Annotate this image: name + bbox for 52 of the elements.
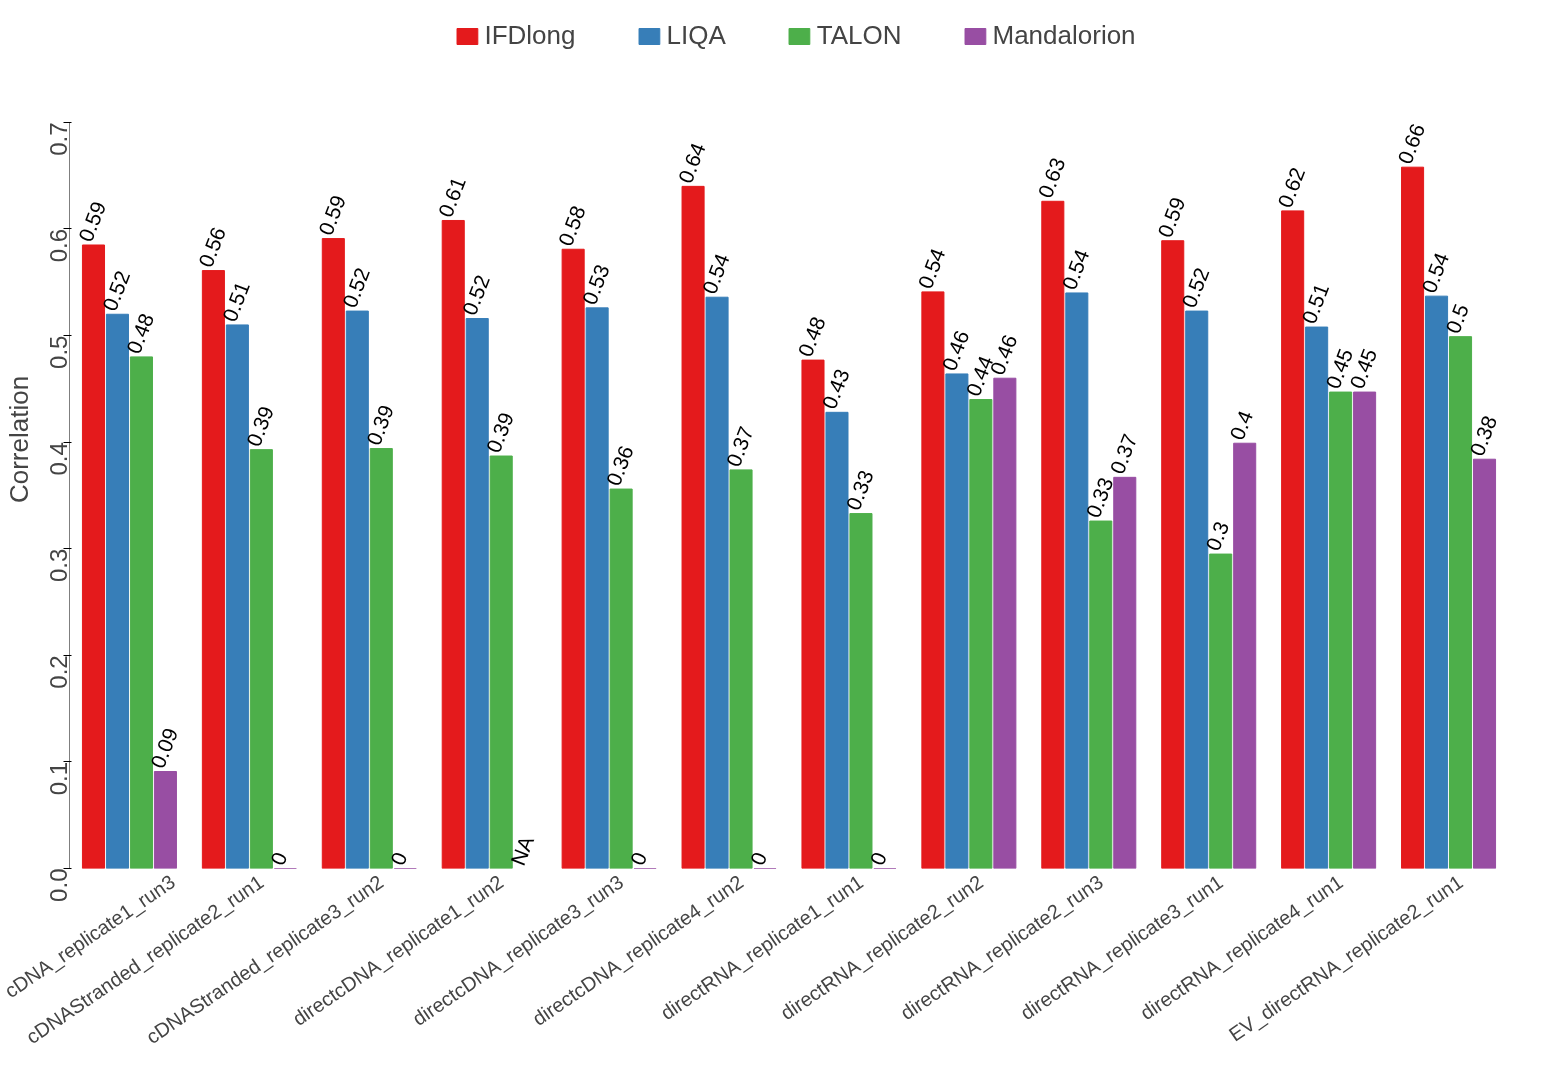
data-label: 0.38 (1464, 412, 1502, 459)
y-tick-label: 0.4 (45, 442, 72, 476)
data-label: 0.36 (601, 442, 638, 489)
data-label: 0.61 (433, 173, 470, 221)
data-label: 0.52 (1177, 264, 1214, 311)
data-label: 0.59 (73, 198, 111, 245)
data-label: 0 (385, 849, 412, 869)
legend-label: Mandalorion (992, 20, 1136, 51)
data-label: 0.58 (553, 202, 590, 249)
data-label: 0.33 (841, 466, 878, 514)
y-tick-label: 0.6 (45, 228, 72, 263)
data-label: 0.3 (1201, 518, 1234, 554)
data-label: 0.39 (481, 409, 518, 456)
y-axis-title: Correlation (3, 375, 34, 504)
y-tick-label: 0.7 (45, 122, 72, 156)
y-tick-label: 0.1 (45, 761, 72, 796)
data-label: 0.54 (1057, 245, 1094, 293)
data-label: 0.54 (913, 244, 950, 292)
data-label: 0.56 (193, 223, 231, 271)
data-label: 0.64 (673, 139, 710, 187)
data-label: 0.54 (697, 250, 734, 297)
data-label: 0.48 (793, 313, 830, 360)
data-label: 0 (625, 849, 652, 869)
data-label: 0.46 (937, 327, 974, 374)
y-tick-label: 0.3 (45, 548, 72, 583)
data-label: 0.66 (1393, 120, 1430, 167)
data-label: 0.37 (721, 423, 758, 470)
y-tick-label: 0.5 (45, 335, 72, 369)
legend-label: LIQA (666, 20, 726, 51)
data-label: 0.54 (1416, 249, 1454, 296)
text: NA (506, 832, 539, 869)
data-label: 0.4 (1225, 407, 1258, 443)
data-label: 0.52 (337, 264, 374, 311)
data-label: 0.51 (1297, 280, 1334, 327)
data-label: 0.51 (217, 278, 255, 325)
data-label: 0.59 (313, 191, 350, 239)
data-label: 0.53 (577, 261, 614, 308)
data-label: 0.09 (145, 724, 183, 772)
data-label: 0.43 (817, 365, 854, 413)
data-label: 0.62 (1273, 164, 1310, 211)
data-label: 0 (265, 849, 292, 869)
data-label: 0.63 (1033, 154, 1070, 202)
legend-label: TALON (816, 20, 902, 51)
y-tick-label: 0.2 (45, 655, 72, 689)
data-label: 0.52 (457, 271, 494, 319)
data-label: 0 (745, 849, 772, 869)
data-label: 0 (865, 849, 892, 869)
data-label: 0.39 (361, 401, 398, 449)
data-label: 0.5 (1440, 300, 1473, 337)
legend-label: IFDlong (484, 20, 576, 51)
data-label: 0.59 (1153, 194, 1190, 241)
data-label: 0.39 (241, 402, 279, 450)
